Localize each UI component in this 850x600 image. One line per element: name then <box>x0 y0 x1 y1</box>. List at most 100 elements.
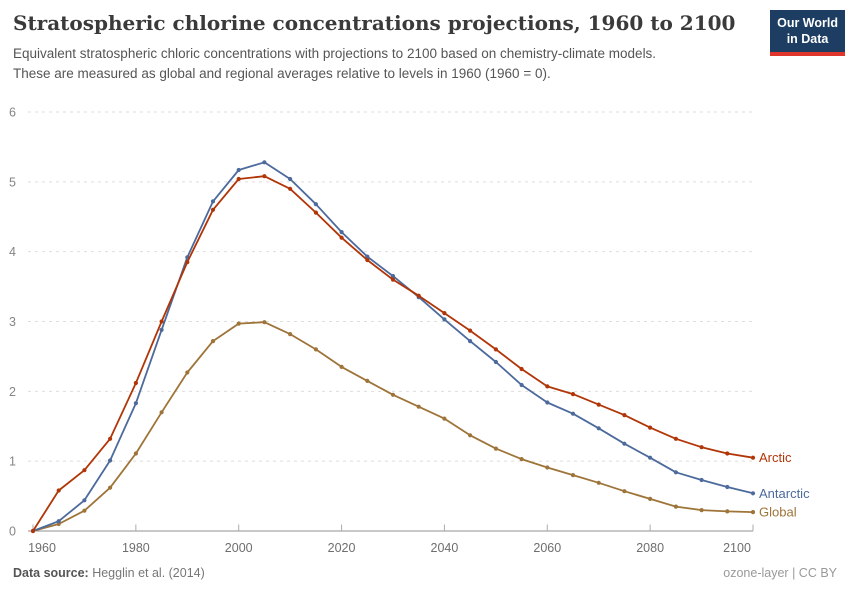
antarctic-point-2045 <box>468 339 473 344</box>
y-axis-tick-label: 1 <box>9 455 16 469</box>
chart-footer: Data source: Hegglin et al. (2014) ozone… <box>13 566 837 580</box>
antarctic-point-2100 <box>750 491 756 496</box>
antarctic-point-2005 <box>262 160 267 165</box>
arctic-point-2070 <box>596 402 601 407</box>
y-axis-tick-label: 6 <box>9 106 16 120</box>
arctic-point-2060 <box>545 384 550 389</box>
arctic-point-2045 <box>468 328 473 333</box>
arctic-point-1995 <box>210 207 216 212</box>
global-point-2045 <box>468 433 473 438</box>
antarctic-point-2065 <box>570 411 576 416</box>
antarctic-point-2000 <box>236 167 241 173</box>
arctic-point-2050 <box>493 347 498 352</box>
global-point-2060 <box>545 465 550 470</box>
global-point-1995 <box>210 339 216 344</box>
antarctic-point-2085 <box>673 470 679 475</box>
chart-header: Stratospheric chlorine concentrations pr… <box>13 11 755 85</box>
global-point-2100 <box>750 510 756 515</box>
global-point-2040 <box>442 416 447 421</box>
global-point-1990 <box>185 370 190 375</box>
arctic-point-1990 <box>185 260 190 265</box>
antarctic-line[interactable] <box>32 161 754 532</box>
arctic-point-2015 <box>313 210 318 215</box>
owid-logo-line1: Our World <box>777 16 838 30</box>
data-source-value: Hegglin et al. (2014) <box>88 566 205 580</box>
arctic-point-2055 <box>519 366 524 372</box>
arctic-point-2030 <box>390 277 396 282</box>
arctic-point-1975 <box>108 436 113 441</box>
global-point-2025 <box>365 378 370 383</box>
global-point-2095 <box>725 509 730 514</box>
arctic-line[interactable] <box>32 175 754 532</box>
global-point-2050 <box>493 446 498 451</box>
arctic-point-1980 <box>133 380 138 386</box>
antarctic-point-2015 <box>313 202 318 207</box>
x-axis-tick-label: 2000 <box>225 541 253 555</box>
global-point-2070 <box>596 480 601 485</box>
arctic-point-2005 <box>262 174 267 179</box>
antarctic-series-label[interactable]: Antarctic <box>759 486 810 501</box>
y-axis-tick-label: 3 <box>9 315 16 329</box>
chart-subtitle: Equivalent stratospheric chloric concent… <box>13 44 755 85</box>
antarctic-point-2060 <box>545 400 550 405</box>
arctic-point-2020 <box>339 235 344 240</box>
global-line[interactable] <box>32 321 754 532</box>
y-axis-tick-label: 4 <box>9 245 16 259</box>
global-point-1970 <box>82 508 87 513</box>
antarctic-point-1980 <box>133 401 138 406</box>
arctic-point-2065 <box>570 392 576 397</box>
data-source: Data source: Hegglin et al. (2014) <box>13 566 205 580</box>
line-chart-plot-area: 0 1 2 3 4 5 6 1960 1980 2000 2020 2040 2060 2080 2100 G… <box>9 106 810 556</box>
antarctic-point-1975 <box>108 458 113 463</box>
global-point-1975 <box>108 485 113 490</box>
antarctic-point-1970 <box>82 498 87 503</box>
arctic-point-1985 <box>159 319 164 324</box>
arctic-point-2010 <box>288 186 293 191</box>
antarctic-point-2020 <box>339 230 344 235</box>
page-title: Stratospheric chlorine concentrations pr… <box>13 11 736 35</box>
arctic-point-2090 <box>699 445 704 450</box>
global-point-2080 <box>648 496 653 501</box>
global-point-2085 <box>673 504 679 509</box>
data-source-label: Data source: <box>13 566 89 580</box>
antarctic-point-2040 <box>442 317 447 322</box>
x-axis-tick-label: 2040 <box>431 541 459 555</box>
x-axis-tick-label: 2060 <box>533 541 561 555</box>
global-point-1980 <box>133 451 138 456</box>
x-axis-tick-label: 2100 <box>723 541 751 555</box>
x-axis-tick-label: 1980 <box>122 541 150 555</box>
global-point-2035 <box>416 404 421 409</box>
antarctic-point-1965 <box>56 519 61 524</box>
arctic-point-2035 <box>416 293 421 298</box>
owid-logo: Our World in Data <box>770 10 845 57</box>
global-point-2090 <box>699 508 704 513</box>
global-point-2000 <box>236 321 241 326</box>
antarctic-point-2050 <box>493 359 498 365</box>
arctic-point-2040 <box>442 311 447 316</box>
antarctic-point-1985 <box>159 327 164 332</box>
owid-logo-line2: in Data <box>786 31 829 46</box>
arctic-point-2025 <box>365 257 370 263</box>
antarctic-point-2055 <box>519 382 524 388</box>
antarctic-point-2080 <box>648 455 653 460</box>
global-point-2030 <box>390 392 396 397</box>
antarctic-point-2010 <box>288 176 293 182</box>
global-point-2055 <box>519 457 524 462</box>
antarctic-point-2070 <box>596 426 601 431</box>
arctic-point-2095 <box>725 451 730 456</box>
arctic-point-2000 <box>236 176 241 182</box>
arctic-series-label[interactable]: Arctic <box>759 450 792 465</box>
antarctic-point-2095 <box>725 484 730 490</box>
arctic-point-1960 <box>30 528 36 534</box>
global-point-2075 <box>622 489 627 494</box>
global-point-2065 <box>570 473 576 478</box>
global-point-2005 <box>262 320 267 325</box>
global-point-2010 <box>288 332 293 337</box>
global-point-1985 <box>159 410 164 415</box>
arctic-point-2085 <box>673 436 679 441</box>
global-point-2015 <box>313 347 318 352</box>
global-series-label[interactable]: Global <box>759 505 797 520</box>
antarctic-point-2090 <box>699 477 704 483</box>
antarctic-point-1995 <box>210 199 216 204</box>
